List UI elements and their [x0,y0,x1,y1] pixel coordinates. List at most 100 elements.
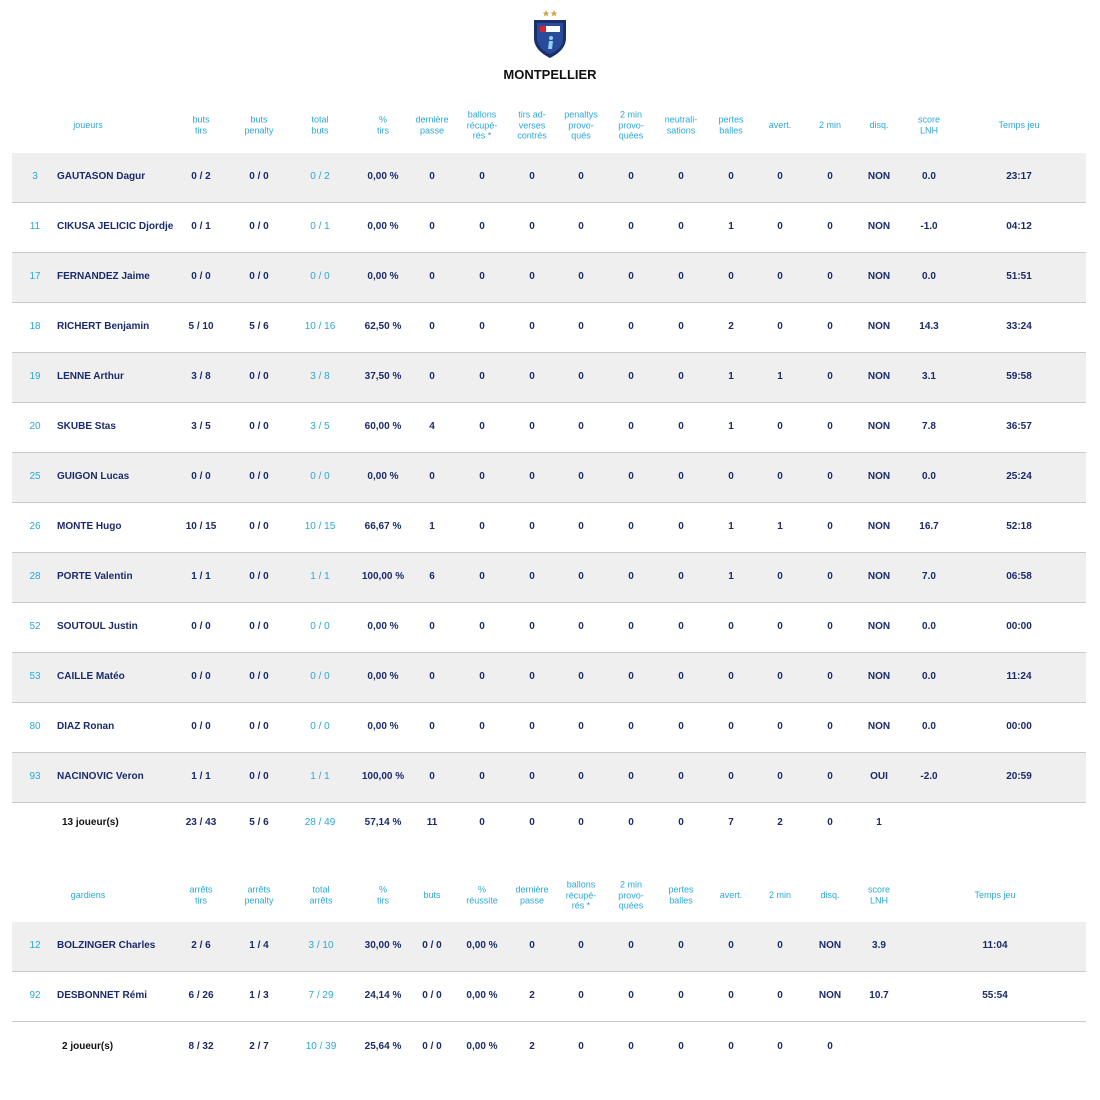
stat-cell: 0 [578,940,584,951]
stat-cell: 0 [728,771,734,782]
player-name: SKUBE Stas [57,421,116,432]
row-background [12,653,1086,702]
stat-cell: 0 [827,771,833,782]
row-separator [12,352,1086,353]
column-header: ballons récupé- rés * [466,109,498,141]
total-cell: 57,14 % [364,817,402,828]
column-header: dernière passe [515,884,549,906]
stat-cell: NON [867,721,891,732]
stat-cell: -1.0 [920,221,938,232]
row-background [12,922,1086,971]
player-number: 53 [29,671,41,682]
player-name: DESBONNET Rémi [57,990,148,1001]
total-cell: 0 [678,1041,684,1052]
stat-cell: 0 [628,271,634,282]
total-cell: 7 [728,817,734,828]
stat-cell: 1 / 1 [191,571,211,582]
stat-cell: 0 [777,990,783,1001]
stat-cell: 100,00 % [361,571,405,582]
row-separator [12,402,1086,403]
stat-cell: 0 [578,721,584,732]
stat-cell: 3 / 10 [308,940,334,951]
stat-cell: 0 [628,571,634,582]
stat-cell: 0 [578,421,584,432]
stat-cell: 5 / 10 [188,321,214,332]
stat-cell: 0 [628,771,634,782]
stat-cell: 0 [578,171,584,182]
stat-cell: 0 / 0 [422,990,442,1001]
column-header: score LNH [917,114,941,136]
column-header: avert. [719,889,743,900]
stat-cell: 1 [728,371,734,382]
stat-cell: 3 / 5 [310,421,330,432]
stat-cell: 0 / 0 [310,621,330,632]
stat-cell: 0 [479,621,485,632]
row-separator [12,971,1086,972]
stat-cell: 0 [728,721,734,732]
row-separator [12,502,1086,503]
stat-cell: 0 [628,221,634,232]
stat-cell: 0.0 [922,721,936,732]
stat-cell: 0 [479,571,485,582]
stat-cell: 0.0 [922,171,936,182]
stat-cell: 1 [728,571,734,582]
stat-cell: 0,00 % [367,471,399,482]
stat-cell: 0.0 [922,271,936,282]
row-separator [12,552,1086,553]
row-background [12,253,1086,302]
total-cell: 0 [827,817,833,828]
player-name: GAUTASON Dagur [57,171,146,182]
player-name: PORTE Valentin [57,571,133,582]
stat-cell: 0 [529,221,535,232]
stat-cell: 10 / 16 [304,321,336,332]
total-cell: 2 / 7 [249,1041,269,1052]
stat-cell: 0 [628,371,634,382]
player-name: LENNE Arthur [57,371,124,382]
total-label: 2 joueur(s) [62,1041,114,1052]
stat-cell: 0 [479,321,485,332]
stat-cell: 1 [728,521,734,532]
stat-cell: 20:59 [1006,771,1032,782]
stat-cell: 0 [777,321,783,332]
stat-cell: 0 [827,321,833,332]
stat-cell: 0 [678,671,684,682]
stat-cell: 0 [529,940,535,951]
player-name: SOUTOUL Justin [57,621,138,632]
stat-cell: 0 [479,471,485,482]
stat-cell: 0 [578,271,584,282]
stat-cell: 60,00 % [364,421,402,432]
stat-cell: 0 [479,771,485,782]
stat-cell: 0 [529,621,535,632]
player-name: GUIGON Lucas [57,471,130,482]
stat-cell: 0 [628,990,634,1001]
column-header: disq. [869,119,889,130]
column-header: pertes balles [718,114,744,136]
stat-cell: 0 [479,371,485,382]
stat-cell: NON [867,671,891,682]
column-header: arrêts tirs [189,884,213,906]
stat-cell: 0 [678,321,684,332]
stat-cell: 0 [777,621,783,632]
stat-cell: 0 / 0 [249,771,269,782]
stat-cell: 0 [827,221,833,232]
stat-cell: 0 [628,421,634,432]
stat-cell: 0 [429,771,435,782]
stat-cell: 0 / 0 [310,271,330,282]
stat-cell: 0 [728,671,734,682]
stat-cell: 10.7 [869,990,889,1001]
stat-cell: 0 [728,471,734,482]
stat-cell: 0 [777,271,783,282]
stat-cell: 0,00 % [367,221,399,232]
stat-cell: 1 [429,521,435,532]
stat-cell: 0 [429,721,435,732]
total-cell: 1 [876,817,882,828]
stat-cell: 0 [429,621,435,632]
stat-cell: 2 / 6 [191,940,211,951]
total-cell: 0 [628,1041,634,1052]
column-header: penaltys provo- qués [564,109,598,141]
stat-cell: 0 [678,271,684,282]
stat-cell: 0 [777,771,783,782]
stat-cell: 0 [827,271,833,282]
stat-cell: 2 [529,990,535,1001]
